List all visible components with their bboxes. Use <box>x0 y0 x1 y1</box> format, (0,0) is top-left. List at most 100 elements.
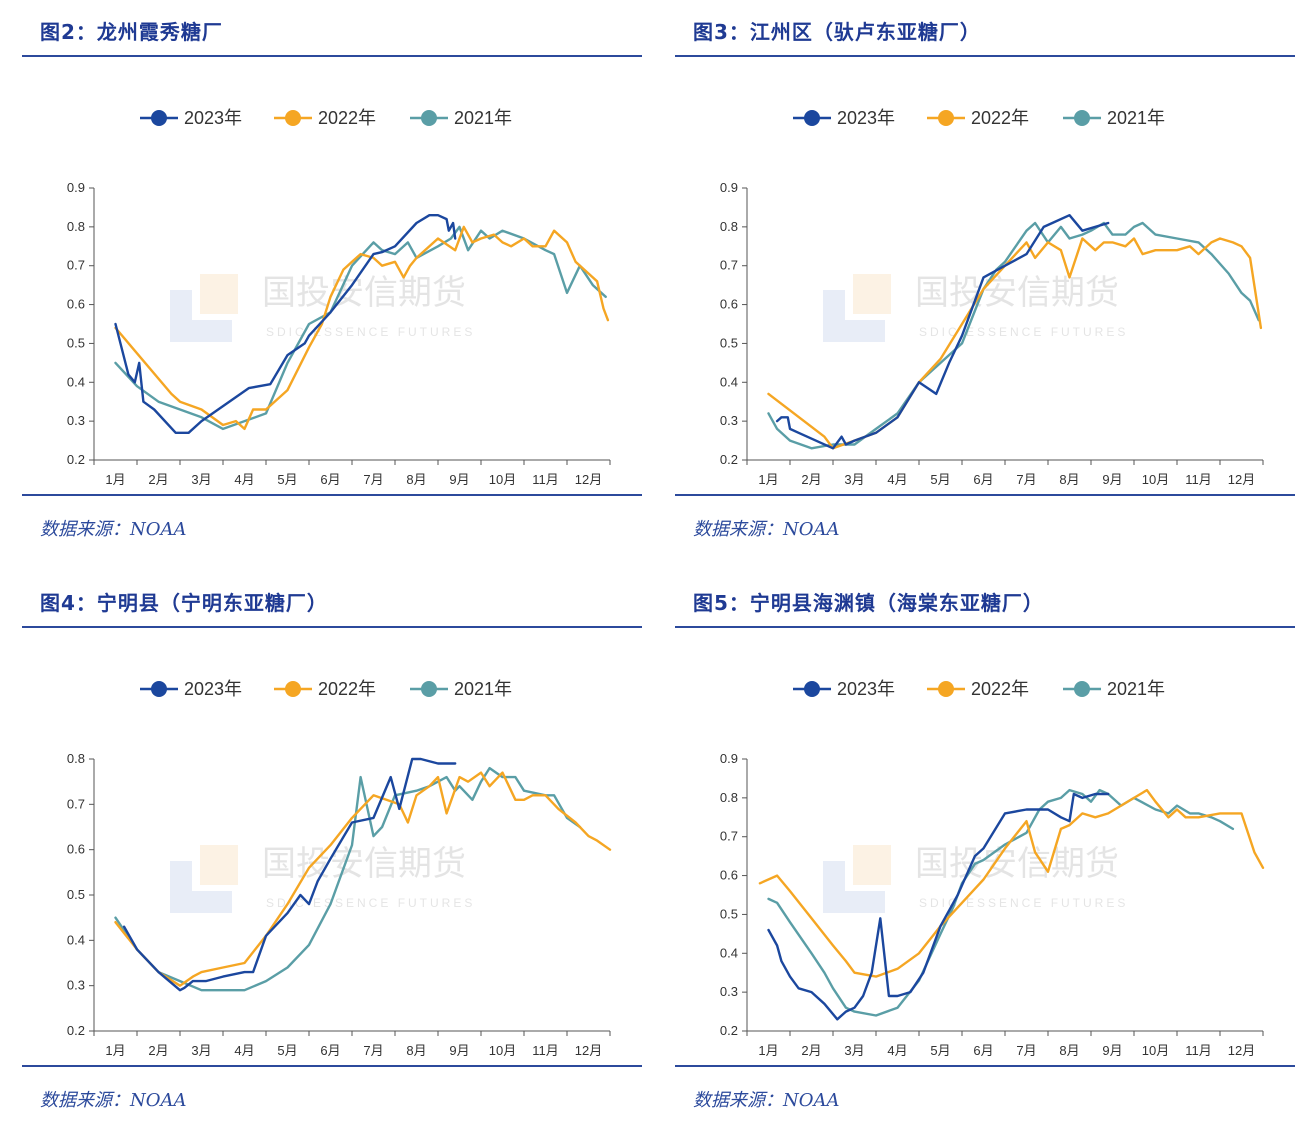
y-tick-label: 0.2 <box>67 1023 85 1038</box>
y-tick-label: 0.6 <box>67 842 85 857</box>
data-source: 数据来源：NOAA <box>693 519 840 540</box>
legend-marker <box>804 110 820 126</box>
legend-marker <box>285 110 301 126</box>
watermark-text: 国投安信期货 <box>262 844 466 884</box>
series-line-y2023 <box>767 792 1110 1021</box>
watermark-logo-bar <box>823 290 845 342</box>
watermark-subtext: SDIC ESSENCE FUTURES <box>919 896 1128 910</box>
x-tick-label: 5月 <box>930 472 950 487</box>
x-tick-label: 11月 <box>532 1043 559 1058</box>
watermark-logo-base <box>170 891 232 913</box>
x-tick-label: 6月 <box>320 1043 340 1058</box>
line-chart: 国投安信期货 SDIC ESSENCE FUTURES 2023年 2022年 2021… <box>675 80 1295 500</box>
x-tick-label: 11月 <box>532 472 559 487</box>
x-tick-label: 2月 <box>148 472 168 487</box>
legend-item: 2021年 <box>1063 679 1165 699</box>
watermark-text: 国投安信期货 <box>915 844 1119 884</box>
title-divider <box>675 55 1295 57</box>
x-tick-label: 1月 <box>105 472 125 487</box>
watermark-logo-base <box>823 891 885 913</box>
series-line-y2023 <box>775 213 1110 450</box>
x-tick-label: 10月 <box>1142 1043 1169 1058</box>
legend-item: 2022年 <box>274 108 376 128</box>
y-tick-label: 0.5 <box>720 906 738 921</box>
x-tick-label: 12月 <box>1228 472 1255 487</box>
x-tick-label: 12月 <box>1228 1043 1255 1058</box>
x-tick-label: 7月 <box>363 472 383 487</box>
y-tick-label: 0.5 <box>67 887 85 902</box>
watermark-logo-bar <box>170 290 192 342</box>
source-divider <box>22 1065 642 1067</box>
legend-item: 2021年 <box>1063 108 1165 128</box>
legend-marker <box>1074 681 1090 697</box>
panel-chart-4: 图4：宁明县（宁明东亚糖厂） 国投安信期货 SDIC ESSENCE FUTURE… <box>22 571 642 1131</box>
x-tick-label: 4月 <box>234 472 254 487</box>
watermark: 国投安信期货 SDIC ESSENCE FUTURES <box>170 273 475 342</box>
legend-item: 2023年 <box>140 679 242 699</box>
y-tick-label: 0.4 <box>720 945 738 960</box>
legend-label: 2022年 <box>318 679 376 699</box>
legend-item: 2023年 <box>793 108 895 128</box>
data-source: 数据来源：NOAA <box>40 1090 187 1111</box>
panel-title: 图5：宁明县海渊镇（海棠东亚糖厂） <box>693 591 1044 615</box>
legend: 2023年 2022年 2021年 <box>140 679 512 699</box>
y-tick-label: 0.8 <box>67 219 85 234</box>
line-chart: 国投安信期货 SDIC ESSENCE FUTURES 2023年 2022年 2021… <box>22 651 642 1071</box>
x-tick-label: 3月 <box>191 1043 211 1058</box>
watermark-subtext: SDIC ESSENCE FUTURES <box>919 325 1128 339</box>
x-tick-label: 9月 <box>1102 1043 1122 1058</box>
series-line-y2022 <box>114 225 610 431</box>
x-tick-label: 3月 <box>844 1043 864 1058</box>
y-tick-label: 0.8 <box>720 219 738 234</box>
watermark-logo-square <box>200 274 238 314</box>
watermark-text: 国投安信期货 <box>262 273 466 313</box>
y-tick-label: 0.7 <box>67 796 85 811</box>
watermark-subtext: SDIC ESSENCE FUTURES <box>266 325 475 339</box>
x-tick-label: 12月 <box>575 1043 602 1058</box>
panel-title: 图4：宁明县（宁明东亚糖厂） <box>40 591 328 615</box>
x-tick-label: 10月 <box>1142 472 1169 487</box>
y-tick-label: 0.5 <box>720 335 738 350</box>
y-tick-label: 0.4 <box>67 932 85 947</box>
x-tick-label: 1月 <box>758 1043 778 1058</box>
x-tick-label: 4月 <box>887 1043 907 1058</box>
watermark: 国投安信期货 SDIC ESSENCE FUTURES <box>170 844 472 913</box>
x-tick-label: 8月 <box>406 472 426 487</box>
y-tick-label: 0.2 <box>720 1023 738 1038</box>
series-line-y2022 <box>758 788 1265 978</box>
chart-svg: 国投安信期货 SDIC ESSENCE FUTURES 2023年 2022年 2021… <box>720 679 1265 1058</box>
y-tick-label: 0.3 <box>720 413 738 428</box>
legend-label: 2022年 <box>971 679 1029 699</box>
y-tick-label: 0.5 <box>67 335 85 350</box>
x-tick-label: 5月 <box>930 1043 950 1058</box>
legend-marker <box>151 681 167 697</box>
y-tick-label: 0.3 <box>67 413 85 428</box>
legend-label: 2023年 <box>837 108 895 128</box>
legend-marker <box>804 681 820 697</box>
legend-marker <box>938 110 954 126</box>
x-tick-label: 12月 <box>575 472 602 487</box>
source-divider <box>675 494 1295 496</box>
y-tick-label: 0.2 <box>67 452 85 467</box>
watermark: 国投安信期货 SDIC ESSENCE FUTURES <box>823 844 1128 913</box>
x-tick-label: 9月 <box>449 472 469 487</box>
x-tick-label: 3月 <box>191 472 211 487</box>
legend-marker <box>421 681 437 697</box>
watermark: 国投安信期货 SDIC ESSENCE FUTURES <box>823 273 1128 342</box>
watermark-logo-square <box>853 845 891 885</box>
legend-label: 2021年 <box>1107 108 1165 128</box>
x-tick-label: 8月 <box>406 1043 426 1058</box>
watermark-logo-bar <box>823 861 845 913</box>
x-tick-label: 2月 <box>148 1043 168 1058</box>
y-tick-label: 0.8 <box>67 751 85 766</box>
x-tick-label: 2月 <box>801 1043 821 1058</box>
legend-marker <box>421 110 437 126</box>
title-divider <box>675 626 1295 628</box>
watermark-logo-base <box>170 320 232 342</box>
x-tick-label: 6月 <box>973 1043 993 1058</box>
legend: 2023年 2022年 2021年 <box>793 108 1165 128</box>
x-tick-label: 9月 <box>449 1043 469 1058</box>
series-line-y2023 <box>114 213 457 434</box>
chart-svg: 国投安信期货 SDIC ESSENCE FUTURES 2023年 2022年 2021… <box>67 108 611 487</box>
legend: 2023年 2022年 2021年 <box>793 679 1165 699</box>
